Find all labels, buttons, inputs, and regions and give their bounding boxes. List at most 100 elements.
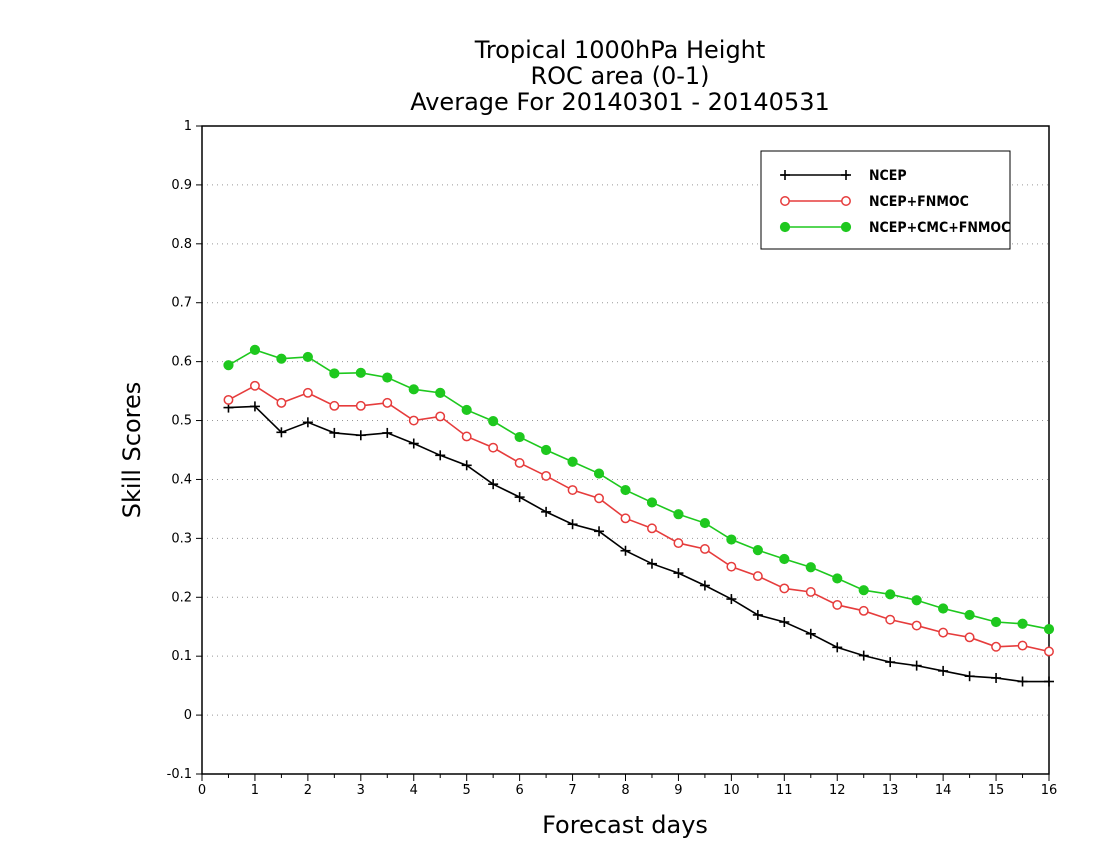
y-tick-label: 0.4 (171, 472, 192, 487)
x-tick-label: 2 (304, 783, 312, 798)
data-point (302, 351, 313, 363)
y-tick-label: -0.1 (167, 767, 192, 782)
data-point (620, 545, 631, 556)
data-point (699, 580, 710, 591)
title-line-1: Tropical 1000hPa Height (474, 36, 766, 64)
data-point (541, 506, 552, 517)
legend-marker (840, 221, 852, 233)
data-point (885, 657, 896, 668)
data-point (779, 617, 790, 628)
series-ncep-fnmoc (223, 380, 1054, 657)
data-point (964, 609, 975, 621)
data-point (938, 665, 949, 676)
data-point (752, 571, 763, 582)
data-point (779, 553, 790, 565)
data-point (1044, 676, 1054, 687)
legend-entry: NCEP+FNMOC (780, 194, 969, 210)
legend-marker (779, 221, 791, 233)
data-point (1044, 646, 1054, 657)
y-tick-label: 0.9 (171, 178, 192, 193)
data-point (276, 427, 287, 438)
data-point (461, 460, 472, 471)
data-point (593, 468, 605, 479)
data-point (646, 497, 658, 508)
data-point (435, 450, 446, 461)
data-point (435, 387, 446, 398)
x-tick-label: 12 (829, 783, 846, 798)
data-point (858, 585, 869, 596)
legend-marker (780, 170, 790, 180)
data-point (594, 493, 604, 504)
x-tick-label: 4 (410, 783, 418, 798)
data-point (276, 397, 287, 408)
legend-box (760, 150, 1011, 250)
data-point (567, 519, 578, 530)
x-tick-label: 7 (568, 783, 576, 798)
data-point (408, 415, 419, 426)
legend-entry: NCEP+CMC+FNMOC (779, 220, 1010, 236)
data-point (382, 397, 393, 408)
data-point (620, 513, 631, 524)
data-point (408, 438, 419, 449)
y-tick-label: 0.8 (171, 237, 192, 252)
data-point (911, 595, 922, 606)
x-tick-label: 9 (674, 783, 682, 798)
data-point (938, 627, 949, 638)
legend-label: NCEP+FNMOC (869, 194, 969, 210)
data-point (858, 605, 869, 616)
data-point (832, 642, 843, 653)
x-tick-label: 16 (1041, 783, 1058, 798)
data-point (832, 573, 843, 584)
chart-title: Tropical 1000hPa Height ROC area (0-1) A… (410, 36, 830, 116)
data-point (805, 587, 816, 597)
data-point (699, 517, 711, 529)
series-ncep-cmc-fnmoc (223, 344, 1055, 635)
axes: -0.100.10.20.30.40.50.60.70.80.910 1 2 3 4 5 6… (167, 119, 1058, 798)
legend-label: NCEP (869, 168, 907, 184)
title-line-2: ROC area (0-1) (530, 62, 709, 90)
data-point (540, 444, 552, 456)
x-tick-label: 5 (463, 783, 471, 798)
data-point (911, 660, 922, 671)
data-point (964, 632, 975, 643)
x-axis-label: Forecast days (542, 811, 708, 839)
data-point (541, 470, 552, 481)
legend-marker (780, 196, 790, 206)
data-point (567, 456, 578, 467)
data-point (726, 594, 737, 605)
data-point (461, 431, 472, 442)
x-tick-label: 11 (776, 783, 793, 798)
data-point (911, 620, 922, 631)
x-tick-label: 15 (988, 783, 1005, 798)
data-point (832, 599, 843, 610)
data-point (514, 492, 525, 503)
data-point (805, 562, 816, 573)
data-point (673, 568, 684, 579)
data-point (329, 368, 340, 379)
data-point (249, 401, 260, 412)
data-point (646, 558, 657, 569)
data-point (355, 367, 366, 378)
data-point (938, 603, 949, 614)
grid-lines (202, 184, 1049, 716)
data-point (726, 561, 737, 572)
data-point (488, 479, 499, 490)
data-point (990, 616, 1002, 628)
data-point (223, 360, 234, 371)
data-point (249, 380, 260, 391)
legend-entry: NCEP (780, 168, 907, 184)
y-tick-label: 0.7 (171, 296, 192, 311)
y-tick-label: 0.2 (171, 590, 192, 605)
legend: NCEP NCEP+FNMOC NCEP+CMC+FNMOC (760, 150, 1011, 250)
data-point (779, 583, 790, 594)
data-point (620, 484, 631, 496)
data-point (514, 458, 525, 468)
data-point (488, 442, 499, 453)
data-point (461, 404, 472, 416)
data-point (488, 416, 499, 427)
data-point (752, 609, 763, 620)
data-point (1017, 640, 1028, 651)
data-point (752, 545, 763, 556)
data-point (885, 614, 896, 625)
